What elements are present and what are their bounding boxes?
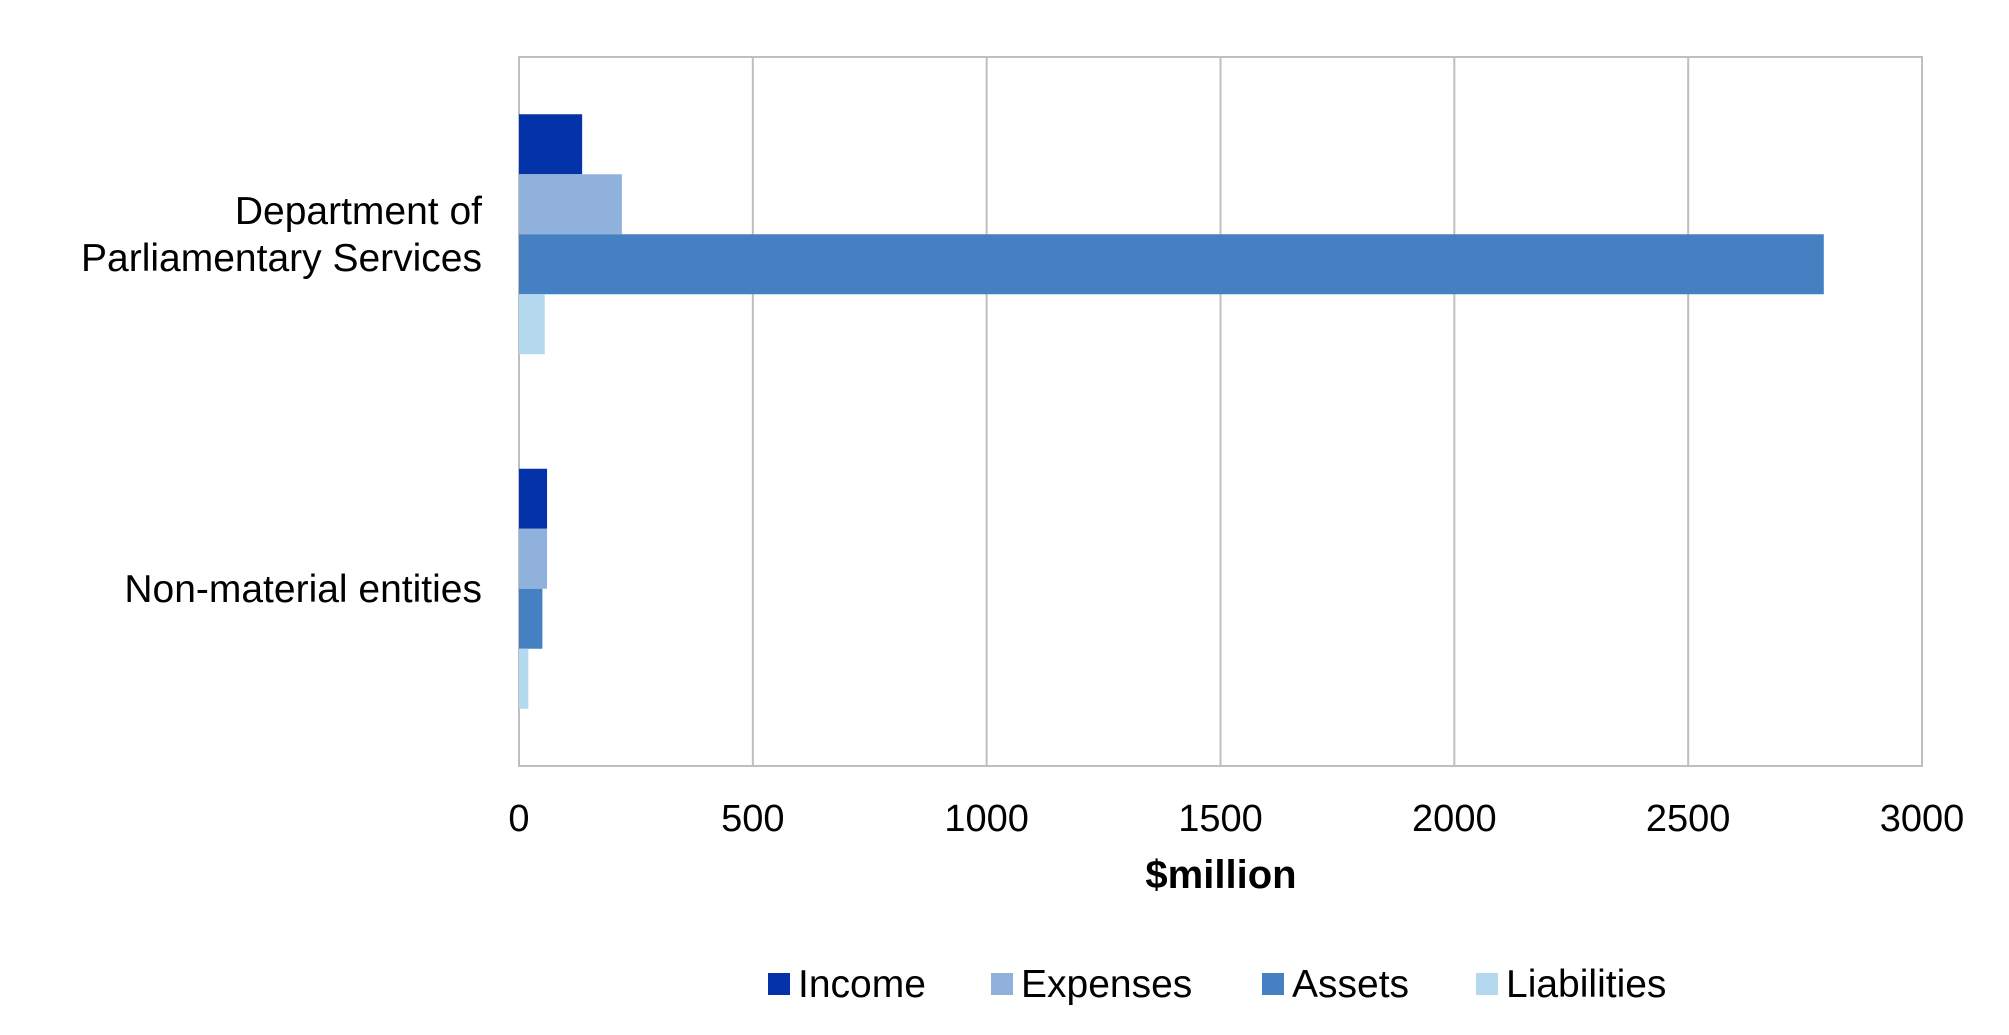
bar-expenses-1 [519, 528, 548, 589]
legend-label-income: Income [798, 963, 926, 1006]
x-tick-label: 500 [721, 798, 784, 840]
legend-label-expenses: Expenses [1021, 963, 1192, 1006]
legend-label-liabilities: Liabilities [1506, 963, 1666, 1006]
category-label: Non-material entities [124, 568, 482, 611]
bar-expenses-0 [519, 174, 622, 235]
bar-assets-0 [519, 234, 1824, 295]
legend-label-assets: Assets [1292, 963, 1409, 1006]
bar-assets-1 [519, 588, 543, 649]
x-tick-label: 2000 [1412, 798, 1497, 840]
gridlines [751, 57, 1690, 766]
legend-swatch-liabilities [1476, 973, 1498, 995]
legend-swatch-assets [1262, 973, 1284, 995]
x-tick-label: 1000 [944, 798, 1029, 840]
legend-swatch-income [768, 973, 790, 995]
x-tick-labels: 0 500 1000 1500 2000 2500 3000 [508, 798, 1964, 840]
category-label: Parliamentary Services [81, 237, 482, 280]
x-tick-label: 1500 [1178, 798, 1263, 840]
bar-liabilities-1 [519, 648, 529, 709]
legend: Income Expenses Assets Liabilities [768, 963, 1666, 1006]
bar-liabilities-0 [519, 294, 545, 355]
legend-swatch-expenses [991, 973, 1013, 995]
x-tick-label: 3000 [1880, 798, 1965, 840]
x-axis-title: $million [1145, 853, 1296, 897]
bars [519, 114, 1824, 709]
bar-income-0 [519, 114, 583, 175]
bar-income-1 [519, 468, 548, 529]
x-tick-label: 0 [508, 798, 529, 840]
category-label: Department of [235, 190, 482, 233]
x-tick-label: 2500 [1646, 798, 1731, 840]
